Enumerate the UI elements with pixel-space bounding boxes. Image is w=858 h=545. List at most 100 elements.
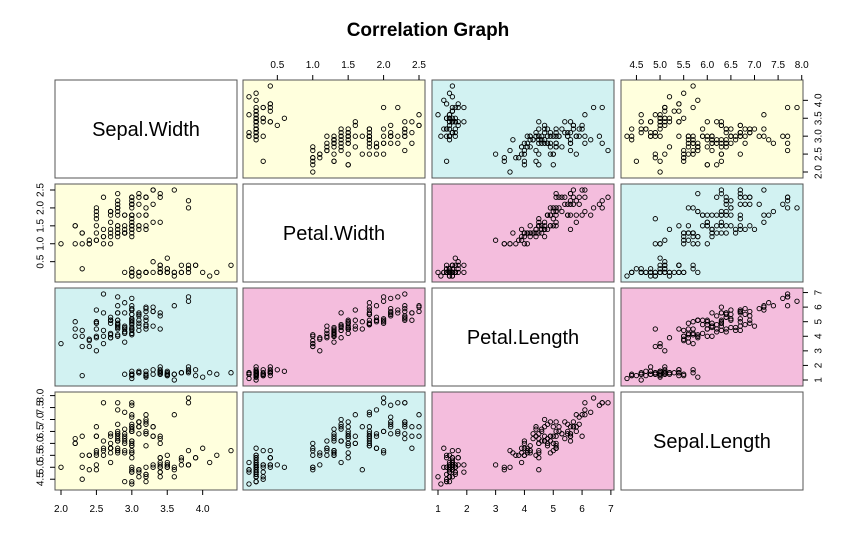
data-point: [93, 307, 100, 313]
data-point: [345, 317, 351, 323]
data-point: [761, 219, 767, 225]
data-point: [246, 459, 252, 466]
y-axis-sepal-length-left: 4.55.05.56.06.57.07.58.0: [36, 388, 55, 486]
data-point: [253, 464, 259, 470]
data-point: [559, 126, 565, 132]
x-tick-label: 4: [522, 504, 528, 515]
data-point: [260, 115, 266, 121]
data-point: [185, 447, 192, 454]
x-tick-label: 6.0: [700, 60, 714, 71]
y-tick-label: 2.5: [814, 147, 825, 161]
data-point: [579, 187, 585, 193]
data-point: [579, 212, 585, 218]
data-point: [461, 104, 467, 111]
data-point: [605, 147, 611, 154]
data-point: [246, 469, 252, 475]
data-point: [533, 133, 539, 139]
data-point: [527, 144, 533, 150]
data-point: [541, 122, 548, 129]
panel-background: [54, 183, 238, 283]
data-point: [576, 133, 582, 139]
data-point: [629, 133, 635, 139]
panel-background: [54, 391, 238, 491]
data-point: [136, 320, 142, 326]
data-point: [553, 144, 559, 150]
data-point: [449, 115, 456, 121]
panel-r1-c1: Sepal.Width: [54, 79, 238, 179]
data-point: [72, 241, 78, 247]
data-point: [100, 333, 107, 339]
data-point: [666, 144, 673, 150]
data-point: [345, 319, 351, 325]
data-point: [657, 343, 663, 350]
data-point: [79, 452, 85, 458]
data-point: [567, 129, 574, 136]
data-point: [157, 310, 163, 316]
panel-r1-c2: [242, 79, 426, 179]
data-point: [395, 294, 401, 300]
data-point: [380, 428, 387, 435]
data-point: [143, 269, 149, 276]
data-point: [638, 370, 644, 376]
y-tick-label: 2.5: [36, 183, 47, 197]
data-point: [647, 371, 654, 377]
data-point: [317, 335, 323, 341]
data-point: [723, 194, 729, 200]
x-tick-label: 3.5: [160, 504, 174, 515]
data-point: [513, 155, 519, 161]
data-point: [455, 259, 461, 265]
data-point: [455, 455, 461, 461]
data-point: [518, 226, 525, 233]
data-point: [157, 219, 163, 225]
data-point: [550, 223, 556, 229]
data-point: [681, 233, 687, 240]
data-point: [599, 205, 605, 211]
variable-label-sepal-width: Sepal.Width: [92, 119, 200, 141]
data-point: [253, 122, 259, 129]
y-tick-label: 5.0: [36, 460, 47, 474]
data-point: [761, 112, 767, 118]
data-point: [274, 122, 280, 129]
data-point: [310, 464, 316, 470]
data-point: [171, 303, 177, 309]
data-point: [122, 433, 128, 439]
data-point: [366, 137, 373, 143]
data-point: [122, 212, 128, 218]
data-point: [455, 119, 461, 125]
data-point: [93, 216, 100, 222]
y-tick-label: 5: [814, 318, 825, 324]
data-point: [704, 321, 710, 328]
data-point: [359, 467, 365, 473]
data-point: [671, 108, 677, 114]
data-point: [143, 428, 149, 435]
data-point: [550, 433, 556, 439]
data-point: [539, 230, 545, 236]
data-point: [652, 151, 658, 157]
data-point: [550, 133, 556, 139]
x-tick-label: 3: [493, 504, 499, 515]
data-point: [260, 370, 266, 376]
data-point: [671, 269, 677, 276]
data-point: [338, 321, 344, 328]
x-tick-label: 1: [435, 504, 441, 515]
data-point: [723, 201, 729, 207]
data-point: [207, 459, 213, 466]
data-point: [533, 158, 539, 164]
data-point: [550, 208, 556, 215]
data-point: [164, 462, 170, 468]
data-point: [539, 223, 545, 229]
data-point: [107, 219, 114, 225]
data-point: [136, 273, 142, 279]
data-point: [676, 262, 682, 268]
data-point: [770, 140, 777, 146]
data-point: [157, 371, 163, 377]
data-point: [115, 317, 121, 323]
data-point: [214, 452, 220, 458]
data-point: [588, 137, 594, 143]
data-point: [690, 104, 696, 111]
data-point: [185, 368, 192, 374]
data-point: [143, 212, 149, 218]
data-point: [690, 332, 696, 338]
data-point: [718, 190, 725, 197]
data-point: [681, 151, 687, 157]
